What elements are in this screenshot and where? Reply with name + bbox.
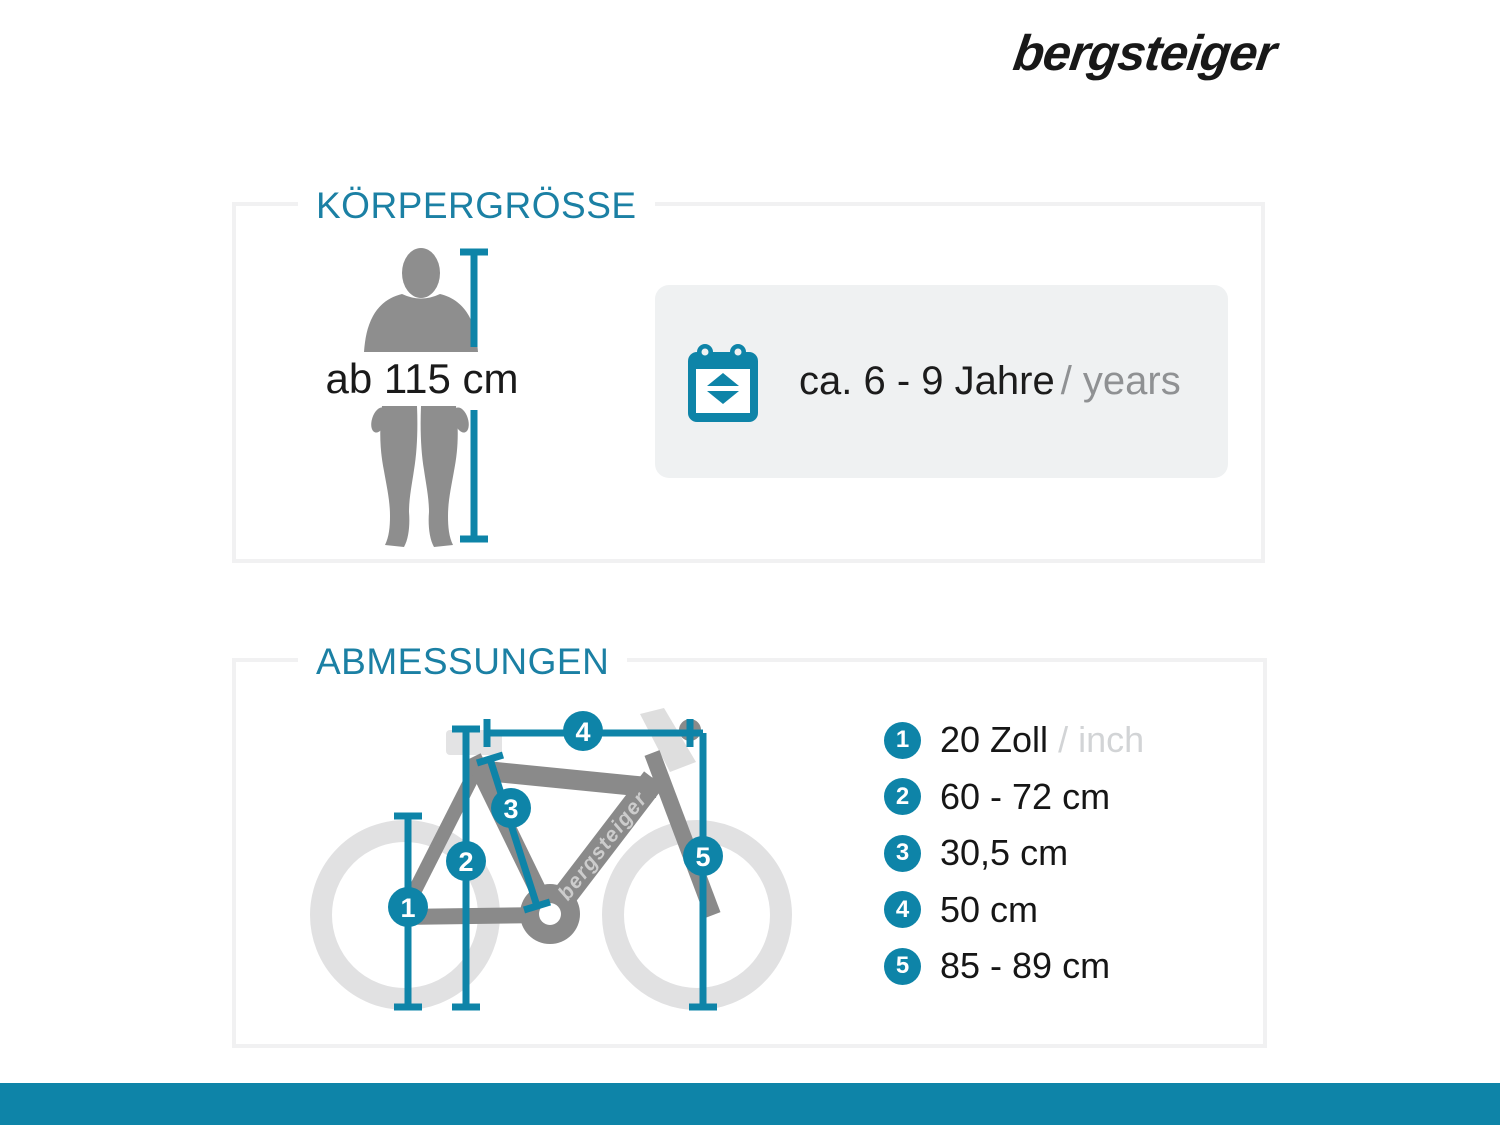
legend-value: 30,5 cm [940,832,1069,874]
legend-number-badge: 2 [884,778,921,816]
legend-item: 4 50 cm [884,882,1144,939]
calendar-range-icon [688,343,758,422]
age-range-suffix: / years [1060,359,1181,403]
footer-accent-bar [0,1083,1500,1125]
legend-number-badge: 3 [884,834,921,872]
body-height-value: ab 115 cm [322,352,522,406]
legend-number-badge: 5 [884,947,921,985]
dimensions-legend: 1 20 Zoll / inch 2 60 - 72 cm 3 30,5 cm … [884,712,1144,995]
legend-value: 50 cm [940,888,1039,930]
legend-value: 20 Zoll [940,719,1049,761]
legend-unit-suffix: / inch [1058,719,1145,761]
age-range-value: ca. 6 - 9 Jahre [799,359,1055,403]
section-title-koerpergroesse: KÖRPERGRÖSSE [298,182,655,230]
legend-item: 3 30,5 cm [884,825,1144,882]
legend-number-badge: 4 [884,891,921,929]
age-range-text: ca. 6 - 9 Jahre / years [799,359,1181,404]
age-range-card: ca. 6 - 9 Jahre / years [655,285,1228,478]
section-title-abmessungen: ABMESSUNGEN [298,638,628,686]
legend-item: 2 60 - 72 cm [884,769,1144,826]
section-body-height: KÖRPERGRÖSSE [232,182,1265,563]
legend-number-badge: 1 [884,721,921,759]
legend-value: 60 - 72 cm [940,775,1111,817]
brand-logo: bergsteiger [1009,25,1279,81]
legend-item: 5 85 - 89 cm [884,938,1144,995]
section-dimensions: ABMESSUNGEN [232,638,1267,1048]
legend-value: 85 - 89 cm [940,945,1111,987]
legend-item: 1 20 Zoll / inch [884,712,1144,769]
